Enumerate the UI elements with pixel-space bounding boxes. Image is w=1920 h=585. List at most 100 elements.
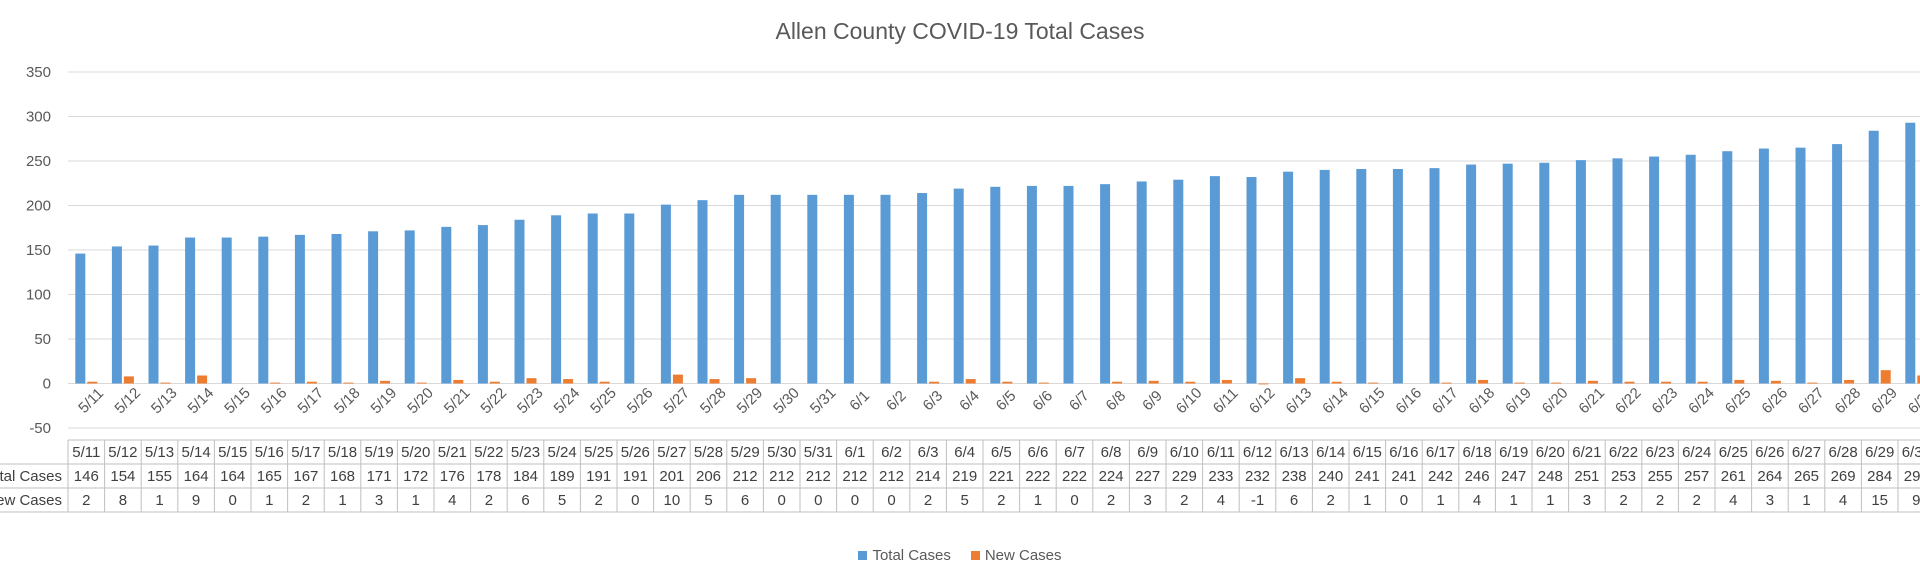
x-tick-label: 6/27 bbox=[1795, 384, 1828, 417]
table-cell-total-cases: 172 bbox=[403, 468, 428, 485]
bar-total-cases bbox=[1356, 169, 1367, 384]
table-cell-total-cases: 219 bbox=[952, 468, 977, 485]
x-tick-label: 6/25 bbox=[1722, 384, 1755, 417]
table-cell-new-cases: 1 bbox=[265, 492, 273, 509]
table-cell-total-cases: 284 bbox=[1867, 468, 1892, 485]
table-cell-total-cases: 241 bbox=[1355, 468, 1380, 485]
table-header-cell: 6/7 bbox=[1064, 444, 1085, 461]
table-header-cell: 5/31 bbox=[804, 444, 833, 461]
x-tick-label: 6/22 bbox=[1612, 384, 1645, 417]
x-tick-label: 5/21 bbox=[441, 384, 474, 417]
table-cell-total-cases: 155 bbox=[147, 468, 172, 485]
bar-total-cases bbox=[880, 194, 891, 384]
table-cell-new-cases: 2 bbox=[1656, 492, 1664, 509]
bar-new-cases bbox=[87, 381, 98, 384]
table-header-cell: 6/12 bbox=[1243, 444, 1272, 461]
table-cell-new-cases: 6 bbox=[1290, 492, 1298, 509]
table-cell-total-cases: 191 bbox=[623, 468, 648, 485]
y-tick-label: 200 bbox=[26, 198, 51, 215]
table-header-cell: 6/16 bbox=[1389, 444, 1418, 461]
table-header-cell: 5/13 bbox=[145, 444, 174, 461]
bar-new-cases bbox=[453, 379, 464, 384]
table-cell-total-cases: 241 bbox=[1391, 468, 1416, 485]
x-tick-label: 6/19 bbox=[1502, 384, 1535, 417]
x-tick-label: 6/20 bbox=[1539, 384, 1572, 417]
x-tick-label: 6/10 bbox=[1173, 384, 1206, 417]
bar-new-cases bbox=[1002, 381, 1013, 384]
bar-total-cases bbox=[551, 215, 562, 384]
bar-total-cases bbox=[1575, 160, 1586, 384]
table-cell-total-cases: 214 bbox=[916, 468, 941, 485]
table-cell-new-cases: 2 bbox=[1619, 492, 1627, 509]
bar-total-cases bbox=[734, 194, 745, 384]
bar-new-cases bbox=[929, 381, 940, 384]
y-tick-label: -50 bbox=[29, 420, 51, 437]
x-tick-label: 5/23 bbox=[514, 384, 547, 417]
x-tick-label: 5/25 bbox=[587, 384, 620, 417]
legend-item-total-cases: Total Cases bbox=[858, 547, 951, 564]
table-header-cell: 6/22 bbox=[1609, 444, 1638, 461]
table-cell-total-cases: 191 bbox=[586, 468, 611, 485]
table-header-cell: 6/27 bbox=[1792, 444, 1821, 461]
y-tick-label: 150 bbox=[26, 242, 51, 259]
table-cell-total-cases: 178 bbox=[476, 468, 501, 485]
x-tick-label: 5/12 bbox=[111, 384, 144, 417]
table-cell-new-cases: 3 bbox=[375, 492, 383, 509]
table-header-cell: 5/17 bbox=[291, 444, 320, 461]
table-header-cell: 5/11 bbox=[72, 444, 100, 461]
x-tick-label: 6/8 bbox=[1103, 387, 1130, 414]
table-cell-total-cases: 246 bbox=[1465, 468, 1490, 485]
bar-new-cases bbox=[416, 382, 427, 384]
x-tick-label: 6/3 bbox=[920, 387, 947, 414]
bar-new-cases bbox=[1112, 381, 1123, 384]
table-cell-total-cases: 240 bbox=[1318, 468, 1343, 485]
table-cell-new-cases: 5 bbox=[704, 492, 712, 509]
x-tick-label: 5/16 bbox=[258, 384, 291, 417]
bar-new-cases bbox=[1368, 382, 1379, 384]
table-cell-new-cases: 9 bbox=[1912, 492, 1920, 509]
table-cell-total-cases: 257 bbox=[1684, 468, 1709, 485]
x-tick-label: 5/17 bbox=[294, 384, 327, 417]
bar-total-cases bbox=[1209, 176, 1220, 384]
table-cell-new-cases: 2 bbox=[1180, 492, 1188, 509]
bar-new-cases bbox=[709, 379, 720, 384]
table-cell-total-cases: 255 bbox=[1648, 468, 1673, 485]
table-row-label: Total Cases bbox=[0, 468, 62, 485]
table-cell-total-cases: 164 bbox=[220, 468, 245, 485]
table-header-cell: 6/10 bbox=[1170, 444, 1199, 461]
table-cell-new-cases: 6 bbox=[521, 492, 529, 509]
table-header-cell: 5/18 bbox=[328, 444, 357, 461]
table-cell-total-cases: 212 bbox=[879, 468, 904, 485]
bar-total-cases bbox=[917, 193, 928, 384]
table-cell-new-cases: 0 bbox=[1070, 492, 1078, 509]
legend-swatch-new-cases bbox=[970, 551, 980, 560]
bar-total-cases bbox=[697, 200, 708, 384]
table-cell-new-cases: 2 bbox=[1693, 492, 1701, 509]
table-row-label: New Cases bbox=[0, 492, 62, 509]
bar-new-cases bbox=[965, 379, 976, 384]
table-cell-total-cases: 224 bbox=[1099, 468, 1124, 485]
bar-total-cases bbox=[148, 245, 159, 384]
table-cell-total-cases: 264 bbox=[1757, 468, 1782, 485]
table-cell-total-cases: 242 bbox=[1428, 468, 1453, 485]
table-header-cell: 6/21 bbox=[1572, 444, 1601, 461]
table-cell-total-cases: 184 bbox=[513, 468, 538, 485]
bar-new-cases bbox=[197, 375, 208, 384]
table-header-cell: 5/14 bbox=[181, 444, 210, 461]
table-header-cell: 5/19 bbox=[364, 444, 393, 461]
legend-label-new-cases: New Cases bbox=[984, 547, 1062, 564]
table-header-cell: 5/22 bbox=[474, 444, 503, 461]
table-header-cell: 5/23 bbox=[511, 444, 540, 461]
table-header-cell: 5/15 bbox=[218, 444, 247, 461]
table-header-cell: 6/18 bbox=[1462, 444, 1491, 461]
table-cell-new-cases: 2 bbox=[595, 492, 603, 509]
table-header-cell: 6/15 bbox=[1353, 444, 1382, 461]
legend-item-new-cases: New Cases bbox=[970, 547, 1062, 564]
table-cell-new-cases: 2 bbox=[924, 492, 932, 509]
x-tick-label: 5/20 bbox=[404, 384, 437, 417]
table-cell-total-cases: 154 bbox=[110, 468, 135, 485]
table-header-cell: 6/23 bbox=[1645, 444, 1674, 461]
bar-total-cases bbox=[990, 186, 1001, 384]
bar-new-cases bbox=[599, 381, 610, 384]
